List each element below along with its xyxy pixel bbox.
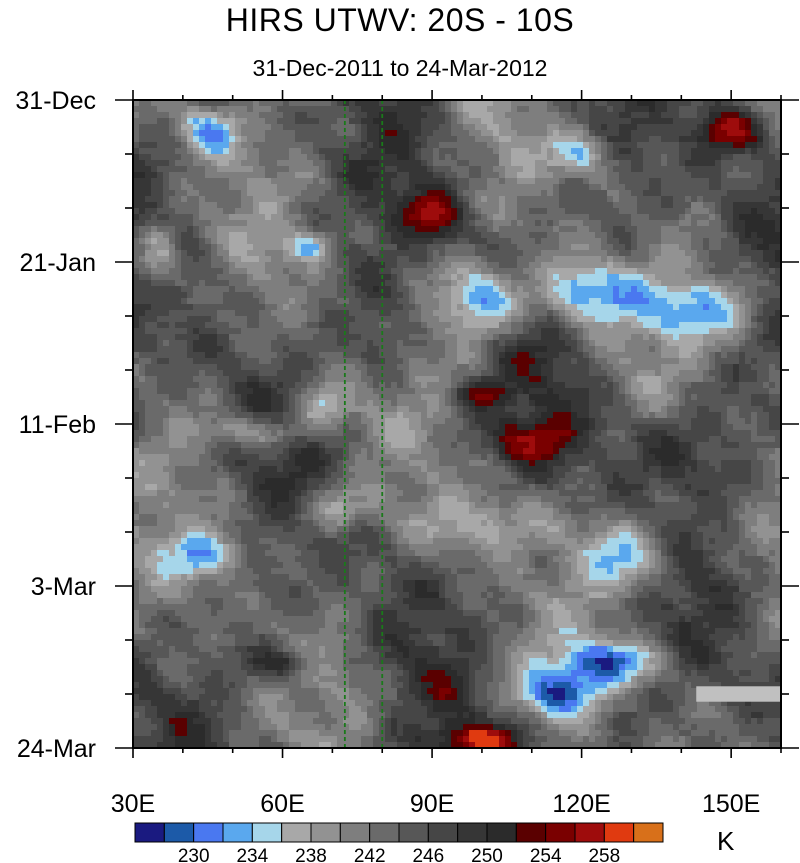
y-axis: 31-Dec 21-Jan 11-Feb 3-Mar 24-Mar [15, 87, 799, 763]
colorbar-box [486, 822, 517, 843]
colorbar-box [633, 822, 664, 843]
x-tick-label: 90E [410, 790, 454, 818]
colorbar-units-label: K [717, 826, 735, 856]
colorbar-tick-label: 238 [295, 846, 327, 863]
x-tick-label: 30E [111, 790, 155, 818]
reference-lines [343, 100, 384, 748]
colorbar-tick-label: 258 [588, 846, 620, 863]
colorbar-box [193, 822, 224, 843]
x-axis: 30E 60E 90E 120E 150E [111, 90, 782, 818]
colorbar-tick-label: 250 [471, 846, 503, 863]
chart-title: HIRS UTWV: 20S - 10S [225, 2, 575, 38]
colorbar-box [134, 822, 165, 843]
colorbar-box [339, 822, 371, 843]
colorbar-box [398, 822, 429, 843]
colorbar-box [457, 822, 488, 843]
colorbar-box [427, 822, 459, 843]
colorbar-box [515, 822, 547, 843]
colorbar-tick-label: 246 [412, 846, 444, 863]
colorbar-box [251, 822, 283, 843]
y-tick-label: 11-Feb [19, 411, 96, 439]
chart-subtitle: 31-Dec-2011 to 24-Mar-2012 [252, 55, 548, 81]
y-tick-label: 24-Mar [17, 735, 96, 763]
missing-data-patch-0 [696, 686, 781, 702]
x-tick-label: 120E [552, 790, 610, 818]
colorbar-box [222, 822, 253, 843]
y-tick-label: 3-Mar [31, 573, 96, 601]
colorbar-box [281, 822, 312, 843]
colorbar-tick-label: 242 [354, 846, 386, 863]
colorbar-box [574, 822, 605, 843]
x-tick-label: 60E [260, 790, 304, 818]
colorbar-box [163, 822, 195, 843]
colorbar-tick-label: 234 [236, 846, 268, 863]
colorbar-box [310, 822, 341, 843]
colorbar-tick-label: 230 [178, 846, 210, 863]
contour-field [133, 100, 781, 748]
colorbar-box [545, 822, 576, 843]
colorbar-tick-label: 254 [530, 846, 562, 863]
colorbar-box [603, 822, 635, 843]
colorbar-box [369, 822, 400, 843]
x-tick-label: 150E [702, 790, 760, 818]
y-tick-label: 31-Dec [15, 87, 96, 115]
colorbar: 230 234 238 242 246 250 254 258 [134, 822, 664, 863]
y-tick-label: 21-Jan [20, 249, 96, 277]
